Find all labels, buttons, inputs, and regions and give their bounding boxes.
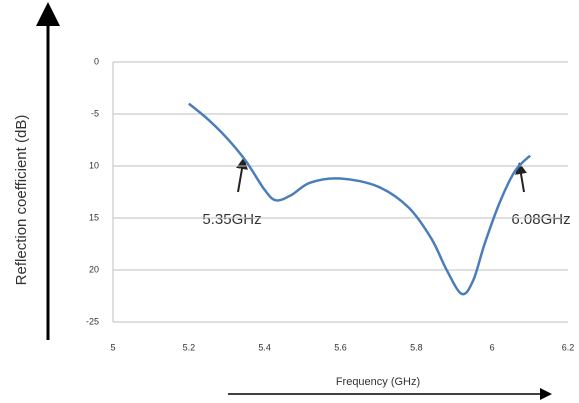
y-tick-label: -5 (91, 108, 99, 118)
x-axis-title: Frequency (GHz) (336, 376, 420, 388)
y-tick-label: 10 (89, 160, 99, 170)
y-tick-label: -25 (86, 316, 99, 326)
x-tick-label: 5.4 (258, 342, 271, 352)
x-tick-label: 5 (110, 342, 115, 352)
x-tick-label: 6.2 (562, 342, 575, 352)
x-tick-label: 5.8 (410, 342, 423, 352)
data-line (188, 102, 531, 296)
x-tick-label: 6 (490, 342, 495, 352)
y-tick-label: 20 (89, 264, 99, 274)
y-axis-title: Reflection coefficient (dB) (13, 115, 30, 286)
annotation-arrow (236, 157, 248, 193)
annotation: 5.35GHz (202, 211, 261, 228)
x-tick-label: 5.2 (183, 342, 196, 352)
x-tick-label: 5.6 (334, 342, 347, 352)
annotation: 6.08GHz (511, 211, 570, 228)
y-tick-label: 15 (89, 212, 99, 222)
y-tick-label: 0 (94, 56, 99, 66)
annotation-arrow (515, 162, 527, 193)
